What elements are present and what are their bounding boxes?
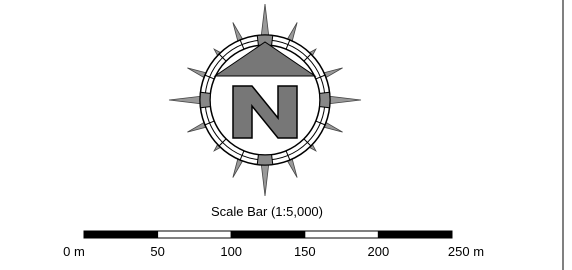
compass-spike <box>327 96 361 104</box>
scale-segment <box>231 231 305 238</box>
ring-block <box>320 92 330 108</box>
map-elements: Scale Bar (1:5,000) 0 m 50 100 150 200 250 m <box>0 0 572 270</box>
scale-bar: 0 m 50 100 150 200 250 m <box>63 231 484 259</box>
ring-block <box>200 92 210 108</box>
scale-label: 200 <box>368 244 390 259</box>
compass-spike <box>261 4 269 38</box>
compass-spike <box>261 162 269 196</box>
compass-spike <box>169 96 203 104</box>
scale-title: Scale Bar (1:5,000) <box>211 204 323 219</box>
scale-label: 50 <box>150 244 164 259</box>
scale-label: 100 <box>220 244 242 259</box>
scale-segment <box>84 231 158 238</box>
scale-segment <box>378 231 452 238</box>
ring-block <box>257 155 273 165</box>
scale-label: 250 m <box>448 244 484 259</box>
scale-segment <box>305 231 379 238</box>
scale-segment <box>158 231 232 238</box>
scale-label: 0 m <box>63 244 85 259</box>
scale-label: 150 <box>294 244 316 259</box>
